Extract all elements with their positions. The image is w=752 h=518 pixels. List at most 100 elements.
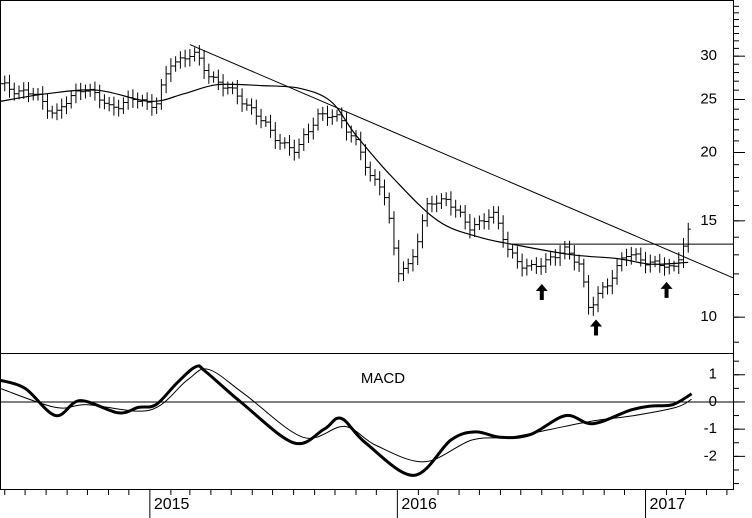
ohlc-bar xyxy=(595,286,601,313)
ohlc-bar xyxy=(590,296,596,316)
macd-signal-line xyxy=(0,368,692,463)
ohlc-bar xyxy=(168,58,174,82)
buy-arrows xyxy=(535,281,673,336)
ohlc-bar xyxy=(415,233,421,266)
ohlc-bar xyxy=(187,49,193,67)
ohlc-bar xyxy=(638,247,644,267)
ohlc-bar xyxy=(234,80,240,105)
ohlc-bar xyxy=(11,82,17,101)
up-arrow-icon xyxy=(590,319,603,336)
macd-y-tick-label: 1 xyxy=(709,366,717,383)
ohlc-bar xyxy=(343,112,349,141)
ohlc-bar xyxy=(334,109,340,122)
ohlc-bar xyxy=(106,96,112,112)
ohlc-bar xyxy=(443,192,449,207)
ohlc-bar xyxy=(287,134,293,156)
ohlc-bar xyxy=(671,260,677,272)
ohlc-bar xyxy=(429,195,435,213)
ohlc-bar xyxy=(624,248,630,267)
ohlc-bar xyxy=(120,97,126,114)
ohlc-bar xyxy=(158,79,164,110)
ohlc-bar xyxy=(567,240,573,260)
ohlc-bar xyxy=(372,169,378,186)
price-y-tick-label: 10 xyxy=(700,308,717,325)
ohlc-bar xyxy=(643,251,649,274)
ohlc-bar xyxy=(476,215,482,231)
ohlc-bar xyxy=(49,105,55,119)
ohlc-bar xyxy=(16,85,22,100)
ohlc-bar xyxy=(548,251,554,266)
macd-y-tick-label: -1 xyxy=(704,420,717,437)
ohlc-bar xyxy=(533,257,539,274)
price-panel: 30 25 20 15 10 xyxy=(0,0,745,354)
ohlc-bar xyxy=(206,63,212,84)
ohlc-bar xyxy=(192,47,198,62)
ohlc-bar xyxy=(491,206,497,224)
ohlc-bar xyxy=(135,92,141,109)
ohlc-bar xyxy=(225,81,231,95)
ohlc-bar xyxy=(315,108,321,131)
ohlc-bar xyxy=(116,99,122,117)
ohlc-bar xyxy=(215,69,221,91)
price-y-tick-label: 30 xyxy=(700,47,717,64)
ohlc-bar xyxy=(391,211,397,256)
macd-panel: MACD 1 0 -1 -2 xyxy=(0,353,745,490)
ohlc-bar xyxy=(652,255,658,268)
ohlc-bar xyxy=(538,257,544,275)
ohlc-bar xyxy=(486,209,492,230)
ohlc-bar xyxy=(173,56,179,72)
ohlc-bar xyxy=(182,49,188,68)
ohlc-bar xyxy=(576,254,582,272)
ohlc-bar xyxy=(586,275,592,315)
ohlc-bar xyxy=(633,248,639,261)
ohlc-bar xyxy=(505,231,511,258)
ohlc-bar xyxy=(410,249,416,272)
ohlc-bar xyxy=(101,94,107,110)
ohlc-bar xyxy=(685,222,691,253)
ohlc-bar xyxy=(125,90,131,110)
ohlc-bar xyxy=(310,117,316,140)
ohlc-bar xyxy=(149,94,155,116)
price-y-tick-label: 25 xyxy=(700,90,717,107)
ohlc-bar xyxy=(628,246,634,265)
price-ohlc-bars xyxy=(0,45,691,316)
ohlc-bar xyxy=(619,252,625,272)
ohlc-bar xyxy=(657,253,663,273)
macd-y-axis: 1 0 -1 -2 xyxy=(704,360,745,485)
time-axis-year-label: 2015 xyxy=(154,496,190,513)
ohlc-bar xyxy=(495,206,501,230)
ohlc-bar xyxy=(78,82,84,101)
ohlc-bar xyxy=(329,109,335,125)
macd-title: MACD xyxy=(361,370,405,387)
ohlc-bar xyxy=(296,138,302,159)
ohlc-bar xyxy=(529,259,535,271)
macd-y-tick-label: -2 xyxy=(704,447,717,464)
ohlc-bar xyxy=(73,83,79,104)
price-y-tick-label: 20 xyxy=(700,143,717,160)
ohlc-bar xyxy=(457,205,463,218)
ohlc-bar xyxy=(386,192,392,224)
ohlc-bar xyxy=(557,245,563,266)
ohlc-bar xyxy=(68,90,74,109)
ohlc-bar xyxy=(472,217,478,237)
ohlc-bar xyxy=(54,103,60,121)
ohlc-bar xyxy=(21,82,27,99)
macd-y-tick-label: 0 xyxy=(709,393,717,410)
up-arrow-icon xyxy=(535,283,548,300)
ohlc-bar xyxy=(438,193,444,209)
ohlc-bar xyxy=(405,258,411,274)
ohlc-bar xyxy=(25,82,31,103)
price-y-tick-label: 15 xyxy=(700,212,717,229)
ohlc-bar xyxy=(362,144,368,176)
ohlc-bar xyxy=(510,243,516,259)
ohlc-bar xyxy=(381,179,387,206)
ohlc-bar xyxy=(63,96,69,115)
ohlc-bar xyxy=(253,99,259,125)
ohlc-bar xyxy=(272,122,278,150)
ohlc-bar xyxy=(571,245,577,271)
up-arrow-icon xyxy=(660,281,673,298)
ohlc-bar xyxy=(244,98,250,111)
ohlc-bar xyxy=(249,98,255,115)
ohlc-bar xyxy=(82,84,88,99)
